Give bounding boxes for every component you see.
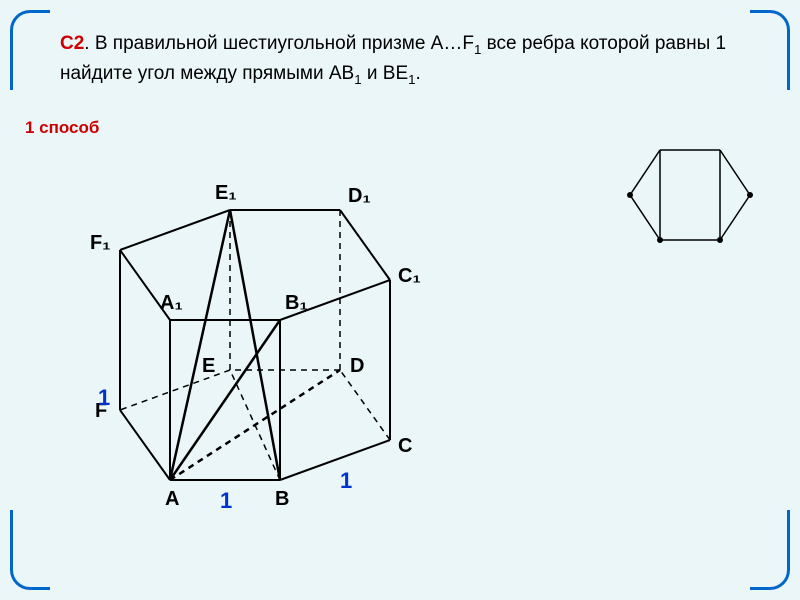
vertex-label-E1: E₁: [215, 182, 237, 205]
frame-corner-tr: [750, 10, 790, 90]
hexagon-diagram: [600, 120, 750, 270]
vertex-label-D1: D₁: [348, 185, 371, 208]
frame-corner-tl: [10, 10, 50, 90]
vertex-label-E: E: [202, 355, 215, 378]
problem-label: С2: [60, 33, 84, 54]
prism-diagram: ABCDEFA₁B₁C₁D₁E₁F₁ 1 1 1: [50, 130, 470, 560]
vertex-label-B1: B₁: [285, 292, 308, 315]
vertex-label-C1: C₁: [398, 265, 421, 288]
vertex-label-F1: F₁: [90, 232, 111, 255]
problem-text-1: . В правильной шестиугольной призме A…F: [84, 33, 474, 54]
problem-sub-2: 1: [354, 72, 361, 87]
vertex-label-A: A: [165, 488, 179, 511]
frame-corner-bl: [10, 510, 50, 590]
frame-corner-br: [750, 510, 790, 590]
problem-text-3: и ВЕ: [362, 63, 409, 84]
vertex-label-C: C: [398, 435, 412, 458]
problem-text-4: .: [416, 63, 421, 84]
prism-svg: [50, 130, 470, 560]
vertex-label-B: B: [275, 488, 289, 511]
edge-label-ab: 1: [220, 488, 232, 514]
hexagon-svg: [600, 120, 760, 280]
problem-statement: С2. В правильной шестиугольной призме A……: [60, 30, 740, 89]
vertex-label-D: D: [350, 355, 364, 378]
problem-sub-3: 1: [408, 72, 415, 87]
edge-label-vertical: 1: [98, 385, 110, 411]
edge-label-bc: 1: [340, 468, 352, 494]
vertex-label-A1: A₁: [160, 292, 183, 315]
